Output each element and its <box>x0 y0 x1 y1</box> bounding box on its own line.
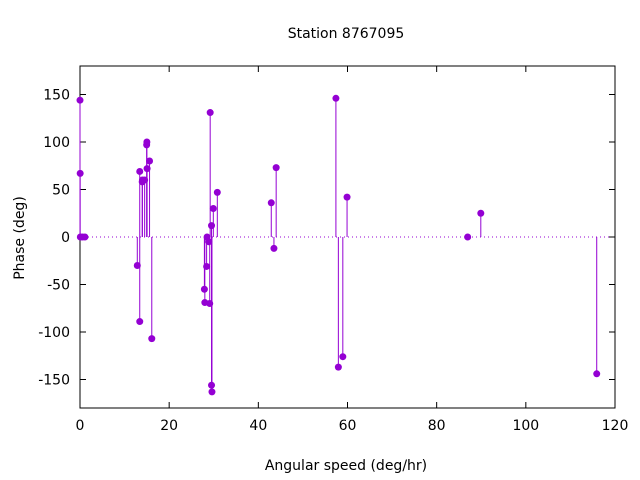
data-point <box>76 169 84 177</box>
data-point <box>272 164 280 172</box>
data-point <box>205 238 213 246</box>
data-point <box>339 353 347 361</box>
y-tick-label: -150 <box>38 373 70 389</box>
x-tick-label: 120 <box>602 418 629 434</box>
data-point <box>332 94 340 102</box>
data-point <box>133 262 141 269</box>
data-point <box>136 318 144 326</box>
x-tick-label: 100 <box>512 418 539 434</box>
data-point <box>200 285 208 293</box>
chart-title: Station 8767095 <box>288 26 405 42</box>
data-point <box>206 109 214 117</box>
data-point <box>477 209 485 217</box>
data-point <box>464 233 472 241</box>
data-point <box>270 244 278 252</box>
x-tick-label: 80 <box>428 418 446 434</box>
data-point <box>141 176 149 184</box>
data-point <box>76 96 84 104</box>
y-tick-label: 100 <box>43 135 70 151</box>
x-tick-label: 20 <box>160 418 178 434</box>
data-point <box>593 370 601 378</box>
x-axis-label: Angular speed (deg/hr) <box>265 458 427 474</box>
data-point <box>209 205 217 212</box>
x-tick-label: 40 <box>249 418 267 434</box>
x-tick-label: 60 <box>339 418 357 434</box>
data-point <box>143 138 151 146</box>
y-tick-label: 0 <box>61 230 70 246</box>
data-point <box>343 193 351 201</box>
data-point <box>148 335 156 343</box>
data-point <box>143 165 151 173</box>
y-tick-label: -100 <box>38 325 70 341</box>
data-point <box>81 233 89 241</box>
data-point <box>136 167 144 175</box>
y-axis-label: Phase (deg) <box>12 196 28 280</box>
data-point <box>334 363 342 371</box>
y-tick-label: 150 <box>43 88 70 104</box>
data-point <box>267 199 275 207</box>
y-tick-label: -50 <box>47 278 70 294</box>
data-point <box>208 388 216 396</box>
data-point <box>203 262 211 270</box>
data-point <box>213 188 221 196</box>
y-tick-label: 50 <box>52 183 70 199</box>
data-point <box>208 381 216 389</box>
data-point <box>146 157 154 165</box>
x-tick-label: 0 <box>76 418 85 434</box>
data-point <box>208 222 216 230</box>
data-point <box>206 300 214 307</box>
